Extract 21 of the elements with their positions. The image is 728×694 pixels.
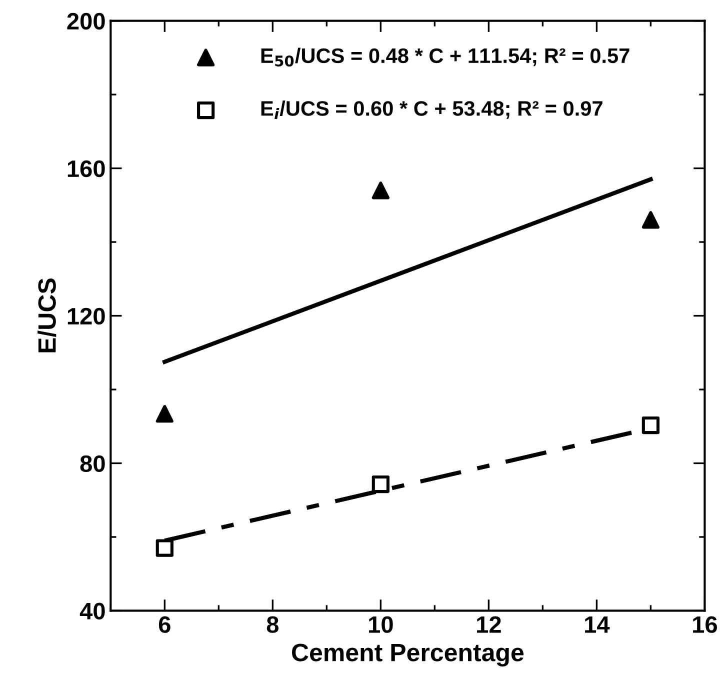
point bbox=[642, 416, 660, 434]
legend-label: E$_{i}$/UCS = 0.60 * C + 53.48; R² = 0.97 bbox=[261, 100, 602, 120]
x-tick-label: 10 bbox=[369, 616, 393, 633]
legend-label: E$_{50}$/UCS = 0.48 * C + 111.54; R² = 0.57 bbox=[261, 48, 630, 67]
y-tick-label: 80 bbox=[80, 455, 105, 472]
point bbox=[372, 182, 390, 200]
y-tick-label: 160 bbox=[68, 160, 105, 178]
x-tick-label: 8 bbox=[266, 616, 279, 633]
x-tick-label: 16 bbox=[693, 616, 717, 633]
x-tick-label: 12 bbox=[477, 616, 501, 633]
point bbox=[156, 539, 174, 557]
point bbox=[156, 405, 174, 423]
x-tick-label: 14 bbox=[585, 616, 610, 633]
y-tick-label: 200 bbox=[67, 12, 105, 30]
y-axis-title: E/UCS bbox=[38, 278, 56, 352]
x-tick-label: 6 bbox=[158, 616, 170, 633]
y-tick-label: 40 bbox=[80, 602, 105, 620]
point bbox=[642, 211, 660, 229]
y-tick-label: 120 bbox=[68, 308, 105, 325]
point bbox=[372, 475, 390, 494]
x-axis-title: Cement Percentage bbox=[292, 644, 524, 666]
